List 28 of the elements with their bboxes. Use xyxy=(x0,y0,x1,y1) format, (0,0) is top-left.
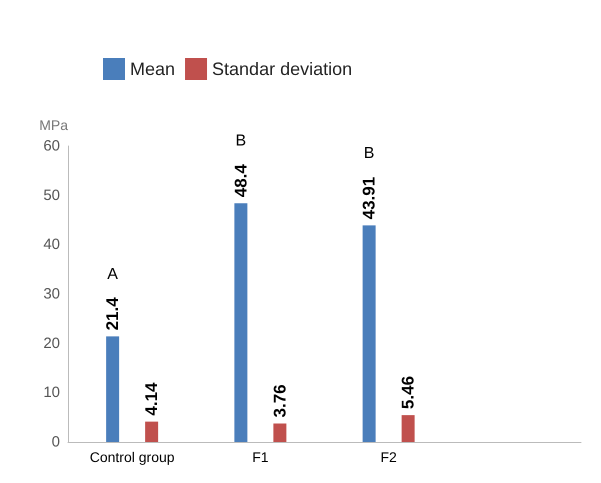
y-tick-label: 10 xyxy=(43,384,60,402)
bar xyxy=(145,422,158,442)
data-label: 21.4 xyxy=(103,296,122,330)
x-tick-label: F1 xyxy=(252,449,269,465)
bar xyxy=(234,203,248,442)
bar xyxy=(273,423,286,442)
y-tick-label: 60 xyxy=(43,138,60,154)
legend-label: Standar deviation xyxy=(212,59,352,79)
bar xyxy=(402,415,415,442)
data-label: 3.76 xyxy=(270,384,290,418)
annotation: A xyxy=(107,266,118,283)
bar xyxy=(106,336,120,442)
x-tick-label: F2 xyxy=(380,449,398,465)
y-axis-title: MPa xyxy=(39,117,68,133)
y-tick-label: 50 xyxy=(43,186,60,204)
annotation: B xyxy=(364,144,374,162)
legend-label: Mean xyxy=(130,59,176,79)
y-tick-label: 40 xyxy=(43,236,60,254)
y-tick-label: 30 xyxy=(43,286,60,302)
data-label: 43.91 xyxy=(360,176,379,220)
data-label: 48.4 xyxy=(231,164,250,198)
annotation: B xyxy=(236,132,246,150)
y-tick-label: 0 xyxy=(52,434,60,450)
bar xyxy=(362,225,376,442)
y-tick-label: 20 xyxy=(43,334,60,352)
data-label: 4.14 xyxy=(142,382,162,416)
data-label: 5.46 xyxy=(398,376,418,410)
x-tick-label: Control group xyxy=(90,449,175,465)
